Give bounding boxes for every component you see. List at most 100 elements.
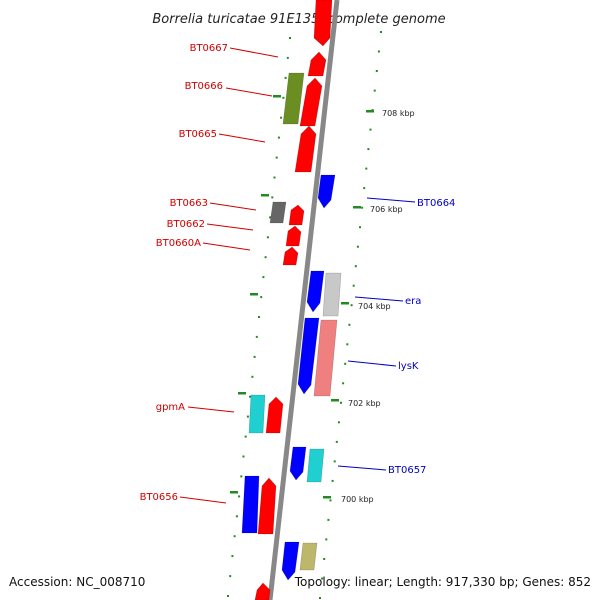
track-dot xyxy=(231,555,234,558)
tick-dash xyxy=(261,194,269,197)
gene-features xyxy=(241,0,342,600)
leader-bt0664 xyxy=(366,197,416,203)
tick-dash xyxy=(250,293,258,296)
gene-label-bt0660a[interactable]: BT0660A xyxy=(156,238,201,249)
leader-era xyxy=(354,296,404,302)
track-dot xyxy=(327,518,330,521)
feature-khaki-bottom[interactable] xyxy=(299,542,318,571)
track-dot xyxy=(346,343,349,346)
track-dot xyxy=(249,395,252,398)
track-dot xyxy=(367,148,370,151)
gene-label-bt0667[interactable]: BT0667 xyxy=(190,43,228,54)
tick-labels: 708 kbp 706 kbp 704 kbp 702 kbp 700 kbp xyxy=(341,109,415,504)
track-dot xyxy=(227,595,229,597)
track-dot xyxy=(246,415,249,418)
track-dot xyxy=(289,37,291,39)
gene-label-era[interactable]: era xyxy=(405,296,421,307)
track-dot xyxy=(373,89,376,92)
gene-label-bt0664[interactable]: BT0664 xyxy=(417,198,455,209)
feature-red-top[interactable] xyxy=(313,0,333,47)
feature-red-bottom[interactable] xyxy=(254,582,271,600)
track-dot xyxy=(260,296,263,299)
track-dot xyxy=(240,475,243,478)
feature-bt0667[interactable] xyxy=(307,51,327,77)
feature-era-gray[interactable] xyxy=(322,272,342,317)
feature-era[interactable] xyxy=(306,270,325,313)
gene-label-gpma[interactable]: gpmA xyxy=(156,402,185,413)
leader-lysk xyxy=(347,360,397,367)
feature-bt0662[interactable] xyxy=(288,204,305,226)
track-dot xyxy=(255,335,258,338)
accession-label: Accession: NC_008710 xyxy=(9,575,145,589)
track-dot xyxy=(277,136,280,139)
gene-label-bt0662[interactable]: BT0662 xyxy=(167,219,205,230)
leader-bt0660a xyxy=(202,242,251,251)
tick-dash xyxy=(331,399,339,402)
track-dot xyxy=(253,355,256,358)
feature-bt0664[interactable] xyxy=(317,174,336,209)
track-dot xyxy=(356,245,359,248)
leader-bt0667 xyxy=(229,47,279,58)
leader-bt0666 xyxy=(225,87,273,97)
feature-gpma[interactable] xyxy=(265,396,284,434)
genome-summary: Topology: linear; Length: 917,330 bp; Ge… xyxy=(294,575,591,589)
feature-bt0656[interactable] xyxy=(241,475,260,534)
track-dot xyxy=(233,535,236,538)
leader-gpma xyxy=(187,406,235,413)
gene-label-lysk[interactable]: lysK xyxy=(398,361,419,372)
feature-bt0656-red[interactable] xyxy=(257,477,277,535)
tick-dash xyxy=(366,110,374,113)
track-dot xyxy=(266,236,269,239)
leader-bt0656 xyxy=(179,496,227,504)
feature-bt0657-cyan[interactable] xyxy=(306,448,325,483)
track-dot xyxy=(325,538,328,541)
track-dot xyxy=(258,316,260,318)
gene-label-bt0663[interactable]: BT0663 xyxy=(170,198,208,209)
feature-bt0666-olive[interactable] xyxy=(282,72,305,125)
track-dot xyxy=(342,382,345,385)
gene-labels: BT0667 BT0666 BT0665 BT0664 BT0663 BT066… xyxy=(140,43,456,503)
tick-dash xyxy=(230,491,238,494)
track-dot xyxy=(251,375,254,378)
tick-label-708: 708 kbp xyxy=(382,109,415,118)
feature-bt0657[interactable] xyxy=(289,446,307,481)
gene-label-bt0665[interactable]: BT0665 xyxy=(179,129,217,140)
tick-label-706: 706 kbp xyxy=(370,205,403,214)
gene-label-bt0656[interactable]: BT0656 xyxy=(140,492,178,503)
feature-gpma-cyan[interactable] xyxy=(248,394,266,434)
track-dot xyxy=(359,226,361,229)
feature-bt0660a[interactable] xyxy=(282,246,299,266)
feature-bt0666[interactable] xyxy=(299,77,323,127)
feature-lysk-pink[interactable] xyxy=(313,319,338,397)
track-dot xyxy=(352,284,355,287)
feature-blue-bottom[interactable] xyxy=(281,541,300,581)
feature-lysk[interactable] xyxy=(297,317,320,395)
track-dot xyxy=(242,455,245,458)
tick-dash xyxy=(238,392,246,395)
track-dot xyxy=(337,421,340,424)
track-dot xyxy=(363,187,366,190)
track-dot xyxy=(331,479,334,482)
feature-bt0663[interactable] xyxy=(269,201,287,224)
leader-bt0662 xyxy=(206,223,254,231)
feature-bt0660a-upper[interactable] xyxy=(285,225,302,247)
gene-label-bt0657[interactable]: BT0657 xyxy=(388,465,426,476)
genome-backbone xyxy=(267,0,340,600)
track-dot xyxy=(275,156,278,159)
tick-dash xyxy=(273,95,281,98)
track-dot xyxy=(365,167,368,170)
gene-label-bt0666[interactable]: BT0666 xyxy=(185,81,223,92)
scale-ticks xyxy=(230,95,374,499)
track-dot xyxy=(354,265,357,268)
leader-bt0663 xyxy=(209,202,257,211)
label-leader-lines xyxy=(179,47,416,504)
track-dot xyxy=(323,558,326,560)
track-dot xyxy=(350,304,353,307)
track-dot xyxy=(369,128,372,131)
feature-bt0665[interactable] xyxy=(294,125,317,173)
track-dot xyxy=(286,56,289,59)
leader-bt0657 xyxy=(337,465,387,471)
tick-dash xyxy=(323,496,331,499)
track-dot xyxy=(244,435,247,438)
